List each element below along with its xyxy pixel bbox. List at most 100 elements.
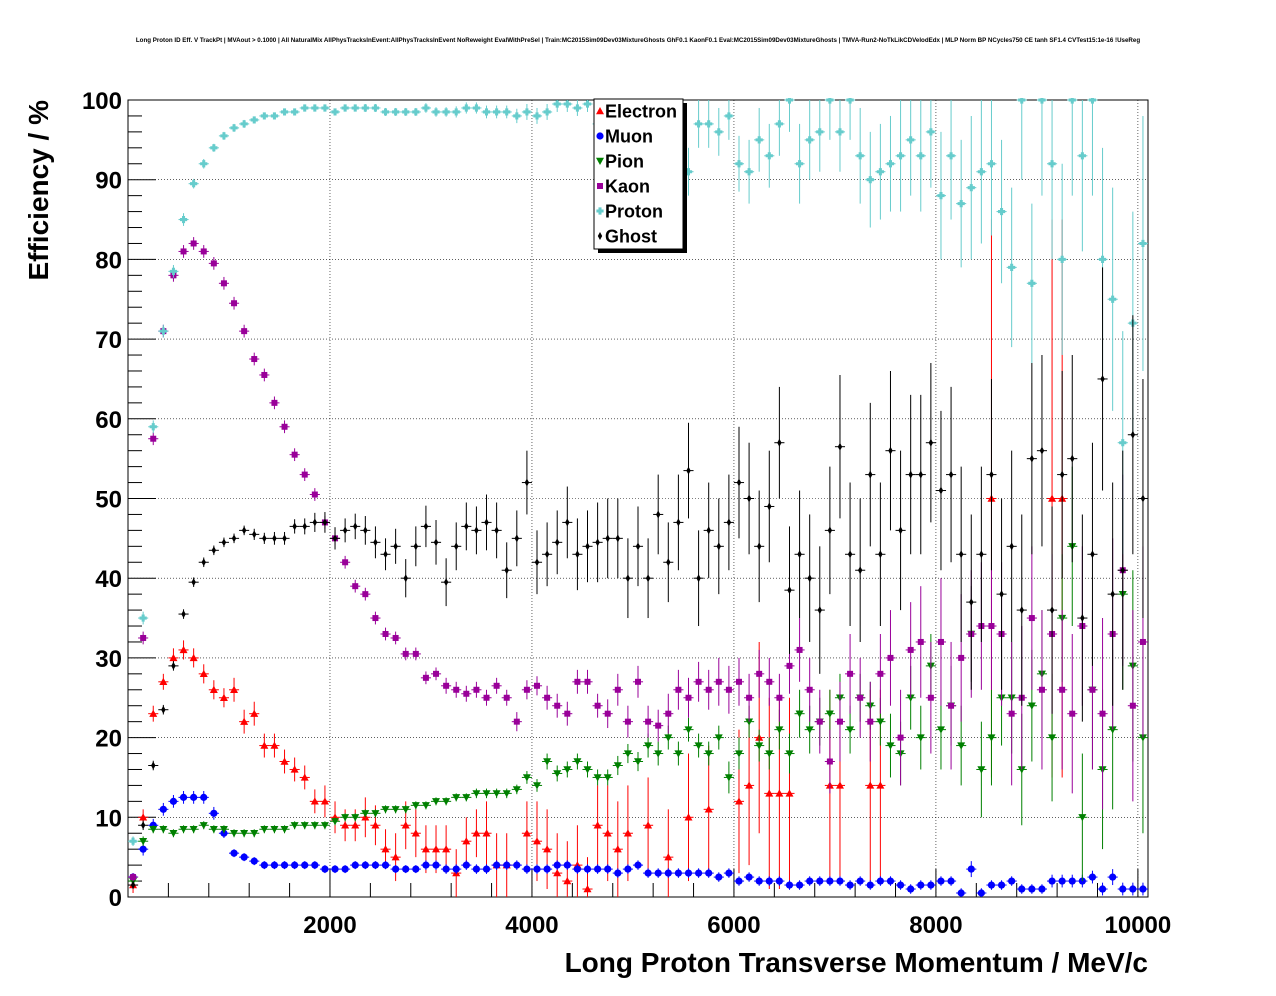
data-point bbox=[624, 865, 632, 873]
data-point bbox=[312, 518, 318, 527]
data-point bbox=[260, 861, 268, 869]
data-point bbox=[614, 686, 621, 693]
data-point bbox=[1089, 686, 1096, 693]
data-point bbox=[868, 470, 873, 479]
data-point bbox=[260, 112, 268, 120]
data-point bbox=[947, 877, 955, 885]
data-point bbox=[411, 802, 420, 810]
data-point bbox=[927, 694, 934, 701]
data-point bbox=[533, 112, 541, 120]
data-point bbox=[513, 861, 521, 869]
data-point bbox=[311, 104, 319, 112]
data-point bbox=[1059, 470, 1065, 479]
data-point bbox=[240, 853, 248, 861]
data-point bbox=[220, 280, 227, 287]
data-point bbox=[674, 750, 683, 758]
data-point bbox=[645, 574, 651, 583]
data-point bbox=[443, 682, 450, 689]
data-point bbox=[1048, 734, 1057, 742]
y-tick-label: 0 bbox=[109, 885, 122, 912]
data-point bbox=[1038, 98, 1046, 104]
data-point bbox=[706, 526, 711, 535]
data-point bbox=[524, 478, 530, 487]
data-point bbox=[967, 184, 975, 192]
legend-marker-electron bbox=[596, 107, 604, 115]
data-point bbox=[836, 877, 844, 885]
data-point bbox=[159, 805, 167, 813]
data-point bbox=[321, 104, 329, 112]
data-point bbox=[473, 686, 480, 693]
data-point bbox=[543, 845, 552, 853]
data-point bbox=[149, 826, 158, 834]
data-point bbox=[655, 510, 661, 519]
data-point bbox=[159, 327, 167, 335]
data-point bbox=[806, 877, 814, 885]
data-point bbox=[151, 761, 156, 770]
data-point bbox=[421, 802, 430, 810]
data-point bbox=[291, 108, 299, 116]
data-point bbox=[200, 248, 207, 255]
data-point bbox=[654, 750, 663, 758]
data-point bbox=[221, 538, 227, 547]
data-point bbox=[676, 518, 681, 527]
y-tick-label: 60 bbox=[95, 407, 122, 434]
data-point bbox=[876, 781, 885, 789]
data-point bbox=[432, 861, 440, 869]
data-point bbox=[300, 822, 309, 830]
data-point bbox=[928, 438, 934, 447]
data-point bbox=[916, 734, 925, 742]
data-point bbox=[472, 829, 481, 837]
data-point bbox=[999, 590, 1004, 599]
data-point bbox=[734, 797, 743, 805]
data-point bbox=[917, 881, 925, 889]
data-point bbox=[705, 869, 713, 877]
data-point bbox=[1130, 430, 1136, 439]
data-point bbox=[381, 861, 390, 869]
data-point bbox=[353, 522, 358, 531]
data-point bbox=[361, 861, 369, 869]
data-point bbox=[857, 566, 863, 575]
legend-label-proton: Proton bbox=[605, 202, 663, 222]
data-point bbox=[767, 502, 772, 511]
data-point bbox=[573, 104, 582, 112]
data-point bbox=[372, 615, 379, 622]
data-point bbox=[957, 200, 965, 208]
data-point bbox=[554, 702, 561, 709]
data-point bbox=[907, 136, 915, 144]
data-point bbox=[725, 869, 733, 877]
data-point bbox=[1018, 98, 1026, 104]
data-point bbox=[977, 766, 986, 774]
data-point bbox=[403, 574, 408, 583]
data-point bbox=[927, 128, 935, 136]
data-point bbox=[462, 861, 470, 869]
data-point bbox=[745, 168, 753, 176]
data-point bbox=[210, 260, 217, 267]
data-point bbox=[644, 869, 652, 877]
data-point bbox=[523, 865, 531, 873]
data-point bbox=[886, 160, 895, 168]
data-point bbox=[755, 877, 763, 885]
data-point bbox=[847, 550, 853, 559]
data-point bbox=[1049, 606, 1055, 615]
data-point bbox=[947, 152, 955, 160]
data-point bbox=[512, 786, 521, 794]
data-point bbox=[675, 686, 682, 693]
data-point bbox=[442, 845, 451, 853]
data-point bbox=[775, 726, 784, 734]
data-point bbox=[896, 152, 905, 160]
data-point bbox=[392, 108, 400, 116]
data-point bbox=[734, 750, 743, 758]
data-point bbox=[190, 793, 198, 801]
data-point bbox=[321, 865, 329, 873]
data-point bbox=[280, 757, 289, 765]
data-point bbox=[866, 881, 874, 889]
data-point bbox=[1038, 686, 1045, 693]
data-point bbox=[462, 794, 471, 802]
data-point bbox=[866, 781, 875, 789]
data-point bbox=[383, 550, 388, 559]
data-point bbox=[1108, 726, 1117, 734]
data-point bbox=[664, 853, 673, 861]
data-point bbox=[361, 104, 369, 112]
data-point bbox=[190, 180, 198, 188]
data-point bbox=[169, 267, 178, 275]
